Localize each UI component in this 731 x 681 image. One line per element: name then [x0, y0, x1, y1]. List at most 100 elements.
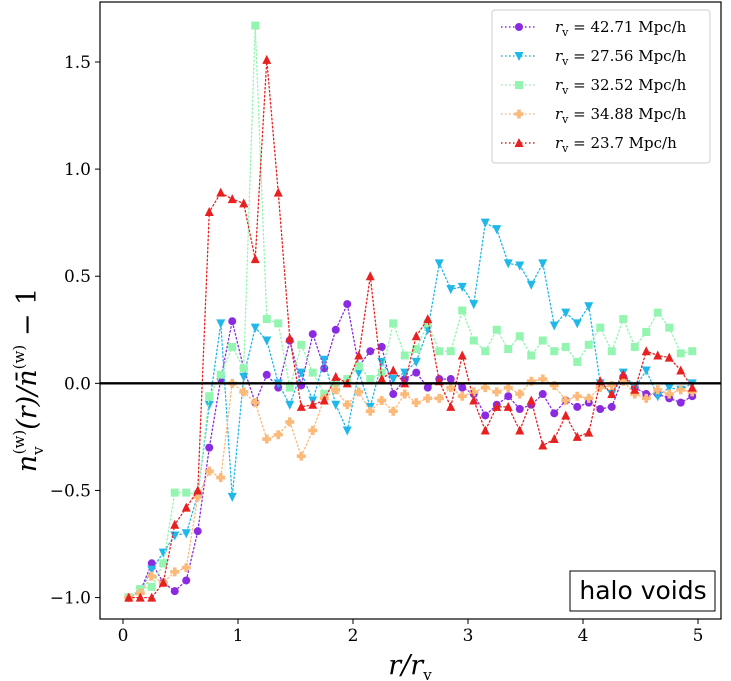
series-layer: [124, 21, 697, 603]
data-point: [389, 390, 398, 399]
data-point: [331, 400, 341, 410]
data-point: [227, 194, 237, 204]
data-point: [618, 369, 628, 379]
legend-entry: rv = 27.56 Mpc/h: [501, 47, 687, 68]
data-point: [250, 323, 260, 333]
data-point: [147, 582, 156, 591]
data-point: [607, 380, 617, 390]
data-point: [630, 384, 640, 394]
series-line: [128, 221, 693, 599]
data-point: [538, 390, 547, 399]
data-point: [503, 383, 513, 393]
data-point: [250, 254, 260, 264]
data-point: [331, 325, 340, 334]
data-point: [573, 357, 582, 366]
data-point: [365, 406, 375, 416]
legend-marker: [515, 23, 523, 31]
data-point: [572, 431, 582, 441]
legend-marker: [514, 138, 524, 147]
data-point: [170, 531, 180, 541]
data-point: [227, 492, 237, 502]
data-point: [515, 332, 524, 341]
data-point: [251, 21, 260, 30]
data-point: [469, 300, 479, 310]
data-point: [676, 385, 686, 395]
data-point: [239, 387, 249, 397]
data-point: [526, 376, 536, 386]
data-point: [665, 323, 674, 332]
data-point: [492, 325, 501, 334]
data-point: [653, 385, 663, 395]
data-point: [411, 331, 421, 341]
data-point: [572, 391, 582, 401]
x-tick-label: 0: [118, 626, 129, 646]
data-point: [285, 333, 295, 343]
data-point: [354, 350, 364, 360]
data-point: [504, 345, 513, 354]
data-point: [515, 389, 525, 399]
data-point: [641, 366, 651, 376]
data-point: [205, 443, 214, 452]
data-point: [607, 402, 616, 411]
data-point: [446, 383, 456, 393]
data-point: [319, 355, 329, 365]
data-point: [342, 400, 352, 410]
plot-frame: [99, 1, 722, 620]
data-point: [216, 473, 226, 483]
data-point: [182, 576, 191, 585]
data-point: [297, 340, 306, 349]
svg-text:nv(w)(r)/n̄(w) − 1: nv(w)(r)/n̄(w) − 1: [10, 288, 47, 472]
data-point: [400, 389, 410, 399]
data-point: [446, 375, 455, 384]
data-point: [377, 368, 386, 377]
data-point: [573, 402, 582, 411]
data-point: [147, 592, 157, 602]
data-point: [193, 527, 202, 536]
data-point: [411, 398, 421, 408]
x-tick-label: 2: [348, 626, 359, 646]
data-point: [526, 280, 536, 290]
data-point: [538, 259, 548, 269]
data-point: [584, 427, 594, 437]
legend-entry: rv = 42.71 Mpc/h: [501, 18, 687, 39]
legend-marker: [514, 52, 524, 61]
data-point: [216, 187, 226, 197]
data-point: [607, 347, 616, 356]
data-point: [480, 425, 490, 435]
data-point: [228, 342, 237, 351]
data-point: [412, 345, 421, 354]
data-point: [457, 282, 467, 292]
data-point: [607, 389, 617, 399]
data-point: [687, 382, 697, 392]
data-point: [527, 351, 536, 360]
data-point: [434, 259, 444, 269]
data-point: [239, 198, 249, 208]
data-point: [354, 362, 363, 371]
data-point: [561, 342, 570, 351]
data-point: [193, 485, 203, 495]
legend-marker: [514, 109, 524, 119]
axis-ticks: 0 1 2 3 4 5 −1.0 −0.5 0.0 0.5 1.0 1.5: [50, 53, 704, 646]
data-point: [653, 392, 663, 402]
legend-label: rv = 42.71 Mpc/h: [555, 18, 687, 39]
data-point: [526, 395, 536, 405]
data-point: [193, 492, 203, 502]
data-point: [641, 393, 651, 403]
data-point: [688, 347, 697, 356]
data-point: [515, 261, 525, 271]
y-tick-label: 0.5: [64, 267, 91, 287]
data-point: [135, 592, 145, 602]
data-point: [676, 365, 686, 375]
data-point: [596, 323, 605, 332]
legend-label: rv = 34.88 Mpc/h: [555, 105, 687, 126]
data-point: [664, 389, 674, 399]
data-point: [492, 225, 502, 235]
data-point: [147, 565, 157, 575]
x-tick-label: 1: [233, 626, 244, 646]
data-point: [377, 395, 387, 405]
data-point: [262, 315, 271, 324]
data-point: [469, 387, 479, 397]
data-point: [296, 451, 306, 461]
data-point: [170, 488, 179, 497]
